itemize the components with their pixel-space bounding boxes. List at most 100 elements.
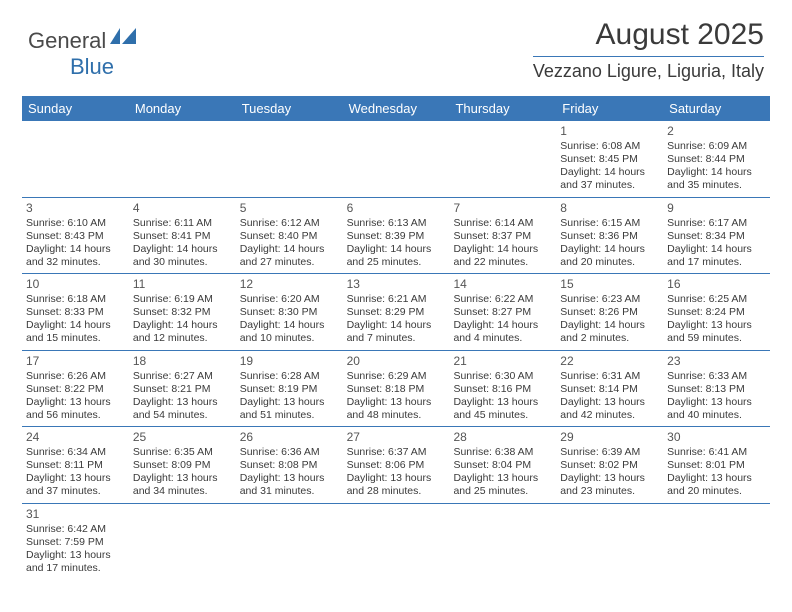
- calendar-cell: 8Sunrise: 6:15 AMSunset: 8:36 PMDaylight…: [556, 198, 663, 274]
- page-header: GeneralBlue August 2025 Vezzano Ligure, …: [0, 0, 792, 90]
- logo: GeneralBlue: [28, 26, 138, 80]
- day-number: 5: [240, 201, 339, 216]
- calendar-cell: 27Sunrise: 6:37 AMSunset: 8:06 PMDayligh…: [343, 427, 450, 503]
- calendar-cell: 16Sunrise: 6:25 AMSunset: 8:24 PMDayligh…: [663, 274, 770, 350]
- day-number: 15: [560, 277, 659, 292]
- day-info: Sunrise: 6:33 AMSunset: 8:13 PMDaylight:…: [667, 370, 766, 423]
- day-info: Sunrise: 6:38 AMSunset: 8:04 PMDaylight:…: [453, 446, 552, 499]
- calendar-cell: 29Sunrise: 6:39 AMSunset: 8:02 PMDayligh…: [556, 427, 663, 503]
- calendar-cell: 13Sunrise: 6:21 AMSunset: 8:29 PMDayligh…: [343, 274, 450, 350]
- day-info: Sunrise: 6:15 AMSunset: 8:36 PMDaylight:…: [560, 217, 659, 270]
- day-number: 18: [133, 354, 232, 369]
- day-info: Sunrise: 6:30 AMSunset: 8:16 PMDaylight:…: [453, 370, 552, 423]
- calendar-cell: 10Sunrise: 6:18 AMSunset: 8:33 PMDayligh…: [22, 274, 129, 350]
- day-header-cell: Sunday: [22, 96, 129, 121]
- day-number: 4: [133, 201, 232, 216]
- day-number: 12: [240, 277, 339, 292]
- calendar-cell: 18Sunrise: 6:27 AMSunset: 8:21 PMDayligh…: [129, 351, 236, 427]
- month-title: August 2025: [533, 18, 764, 57]
- day-number: 10: [26, 277, 125, 292]
- day-info: Sunrise: 6:10 AMSunset: 8:43 PMDaylight:…: [26, 217, 125, 270]
- title-block: August 2025 Vezzano Ligure, Liguria, Ita…: [533, 18, 764, 82]
- day-info: Sunrise: 6:12 AMSunset: 8:40 PMDaylight:…: [240, 217, 339, 270]
- calendar: SundayMondayTuesdayWednesdayThursdayFrid…: [22, 96, 770, 579]
- calendar-cell: 26Sunrise: 6:36 AMSunset: 8:08 PMDayligh…: [236, 427, 343, 503]
- day-number: 27: [347, 430, 446, 445]
- day-info: Sunrise: 6:13 AMSunset: 8:39 PMDaylight:…: [347, 217, 446, 270]
- day-info: Sunrise: 6:17 AMSunset: 8:34 PMDaylight:…: [667, 217, 766, 270]
- calendar-cell-empty: [343, 121, 450, 197]
- calendar-week: 1Sunrise: 6:08 AMSunset: 8:45 PMDaylight…: [22, 121, 770, 198]
- day-info: Sunrise: 6:23 AMSunset: 8:26 PMDaylight:…: [560, 293, 659, 346]
- calendar-cell-empty: [236, 504, 343, 580]
- logo-text: GeneralBlue: [28, 26, 138, 80]
- day-number: 24: [26, 430, 125, 445]
- calendar-cell: 11Sunrise: 6:19 AMSunset: 8:32 PMDayligh…: [129, 274, 236, 350]
- day-info: Sunrise: 6:20 AMSunset: 8:30 PMDaylight:…: [240, 293, 339, 346]
- day-number: 21: [453, 354, 552, 369]
- calendar-cell: 20Sunrise: 6:29 AMSunset: 8:18 PMDayligh…: [343, 351, 450, 427]
- calendar-cell: 4Sunrise: 6:11 AMSunset: 8:41 PMDaylight…: [129, 198, 236, 274]
- day-info: Sunrise: 6:34 AMSunset: 8:11 PMDaylight:…: [26, 446, 125, 499]
- logo-text-general: General: [28, 28, 106, 53]
- day-header-cell: Monday: [129, 96, 236, 121]
- day-number: 1: [560, 124, 659, 139]
- day-info: Sunrise: 6:09 AMSunset: 8:44 PMDaylight:…: [667, 140, 766, 193]
- day-number: 30: [667, 430, 766, 445]
- day-info: Sunrise: 6:28 AMSunset: 8:19 PMDaylight:…: [240, 370, 339, 423]
- day-number: 29: [560, 430, 659, 445]
- calendar-cell-empty: [663, 504, 770, 580]
- calendar-cell: 24Sunrise: 6:34 AMSunset: 8:11 PMDayligh…: [22, 427, 129, 503]
- day-header-cell: Saturday: [663, 96, 770, 121]
- day-info: Sunrise: 6:26 AMSunset: 8:22 PMDaylight:…: [26, 370, 125, 423]
- day-number: 9: [667, 201, 766, 216]
- day-number: 16: [667, 277, 766, 292]
- calendar-cell: 19Sunrise: 6:28 AMSunset: 8:19 PMDayligh…: [236, 351, 343, 427]
- calendar-cell: 6Sunrise: 6:13 AMSunset: 8:39 PMDaylight…: [343, 198, 450, 274]
- calendar-cell-empty: [449, 504, 556, 580]
- day-number: 26: [240, 430, 339, 445]
- day-header-cell: Friday: [556, 96, 663, 121]
- calendar-cell: 21Sunrise: 6:30 AMSunset: 8:16 PMDayligh…: [449, 351, 556, 427]
- day-header-cell: Thursday: [449, 96, 556, 121]
- day-number: 17: [26, 354, 125, 369]
- day-info: Sunrise: 6:37 AMSunset: 8:06 PMDaylight:…: [347, 446, 446, 499]
- day-info: Sunrise: 6:27 AMSunset: 8:21 PMDaylight:…: [133, 370, 232, 423]
- calendar-cell: 5Sunrise: 6:12 AMSunset: 8:40 PMDaylight…: [236, 198, 343, 274]
- calendar-cell-empty: [556, 504, 663, 580]
- day-number: 25: [133, 430, 232, 445]
- day-info: Sunrise: 6:22 AMSunset: 8:27 PMDaylight:…: [453, 293, 552, 346]
- calendar-cell: 31Sunrise: 6:42 AMSunset: 7:59 PMDayligh…: [22, 504, 129, 580]
- day-info: Sunrise: 6:08 AMSunset: 8:45 PMDaylight:…: [560, 140, 659, 193]
- day-info: Sunrise: 6:41 AMSunset: 8:01 PMDaylight:…: [667, 446, 766, 499]
- day-number: 28: [453, 430, 552, 445]
- calendar-cell-empty: [22, 121, 129, 197]
- calendar-week: 31Sunrise: 6:42 AMSunset: 7:59 PMDayligh…: [22, 504, 770, 580]
- day-number: 6: [347, 201, 446, 216]
- day-info: Sunrise: 6:31 AMSunset: 8:14 PMDaylight:…: [560, 370, 659, 423]
- day-info: Sunrise: 6:14 AMSunset: 8:37 PMDaylight:…: [453, 217, 552, 270]
- day-number: 14: [453, 277, 552, 292]
- calendar-week: 24Sunrise: 6:34 AMSunset: 8:11 PMDayligh…: [22, 427, 770, 504]
- calendar-cell: 17Sunrise: 6:26 AMSunset: 8:22 PMDayligh…: [22, 351, 129, 427]
- day-number: 20: [347, 354, 446, 369]
- day-number: 7: [453, 201, 552, 216]
- day-header-row: SundayMondayTuesdayWednesdayThursdayFrid…: [22, 96, 770, 121]
- calendar-week: 3Sunrise: 6:10 AMSunset: 8:43 PMDaylight…: [22, 198, 770, 275]
- calendar-cell-empty: [449, 121, 556, 197]
- day-header-cell: Wednesday: [343, 96, 450, 121]
- day-info: Sunrise: 6:25 AMSunset: 8:24 PMDaylight:…: [667, 293, 766, 346]
- day-info: Sunrise: 6:36 AMSunset: 8:08 PMDaylight:…: [240, 446, 339, 499]
- day-number: 11: [133, 277, 232, 292]
- calendar-body: 1Sunrise: 6:08 AMSunset: 8:45 PMDaylight…: [22, 121, 770, 579]
- calendar-cell-empty: [129, 504, 236, 580]
- day-number: 23: [667, 354, 766, 369]
- day-info: Sunrise: 6:18 AMSunset: 8:33 PMDaylight:…: [26, 293, 125, 346]
- calendar-cell: 23Sunrise: 6:33 AMSunset: 8:13 PMDayligh…: [663, 351, 770, 427]
- day-info: Sunrise: 6:19 AMSunset: 8:32 PMDaylight:…: [133, 293, 232, 346]
- calendar-cell: 3Sunrise: 6:10 AMSunset: 8:43 PMDaylight…: [22, 198, 129, 274]
- calendar-cell-empty: [236, 121, 343, 197]
- day-info: Sunrise: 6:11 AMSunset: 8:41 PMDaylight:…: [133, 217, 232, 270]
- day-header-cell: Tuesday: [236, 96, 343, 121]
- day-number: 19: [240, 354, 339, 369]
